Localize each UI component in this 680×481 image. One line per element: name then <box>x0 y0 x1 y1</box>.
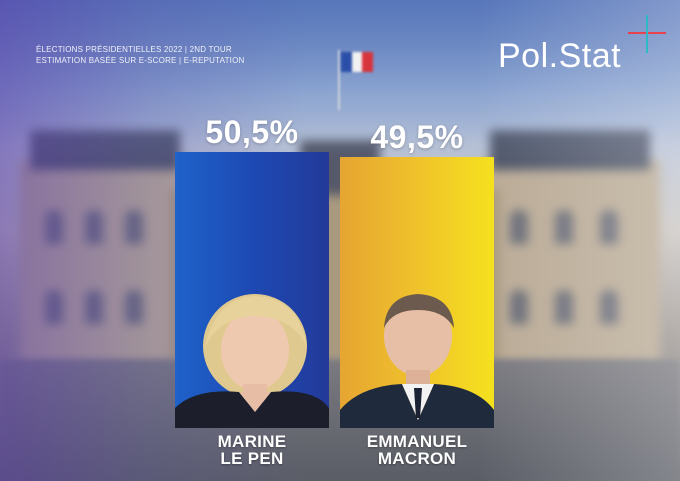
data-label-marine-le-pen: 50,5% <box>205 114 299 150</box>
category-label-marine-le-pen: MARINE LE PEN <box>167 433 337 467</box>
bar-marine-le-pen <box>175 152 329 428</box>
name-line-last: LE PEN <box>220 449 284 468</box>
emmanuel-macron-portrait <box>340 294 494 428</box>
name-line-first: MARINE <box>217 432 287 451</box>
plus-logo-icon <box>628 15 666 53</box>
brand-logo: Pol.Stat <box>498 37 622 75</box>
bar-emmanuel-macron <box>340 157 494 428</box>
marine-le-pen-portrait <box>175 294 329 428</box>
category-label-emmanuel-macron: EMMANUEL MACRON <box>332 433 502 467</box>
name-line-last: MACRON <box>377 449 457 468</box>
flagpole <box>338 50 340 110</box>
subtitle-line-1: ÉLECTIONS PRÉSIDENTIELLES 2022 | 2ND TOU… <box>36 45 232 54</box>
chart-subtitle: ÉLECTIONS PRÉSIDENTIELLES 2022 | 2ND TOU… <box>36 44 356 66</box>
subtitle-line-2: ESTIMATION BASÉE SUR E-SCORE | E-REPUTAT… <box>36 56 245 65</box>
french-flag-icon <box>341 52 374 72</box>
name-line-first: EMMANUEL <box>366 432 468 451</box>
data-label-emmanuel-macron: 49,5% <box>370 119 464 155</box>
